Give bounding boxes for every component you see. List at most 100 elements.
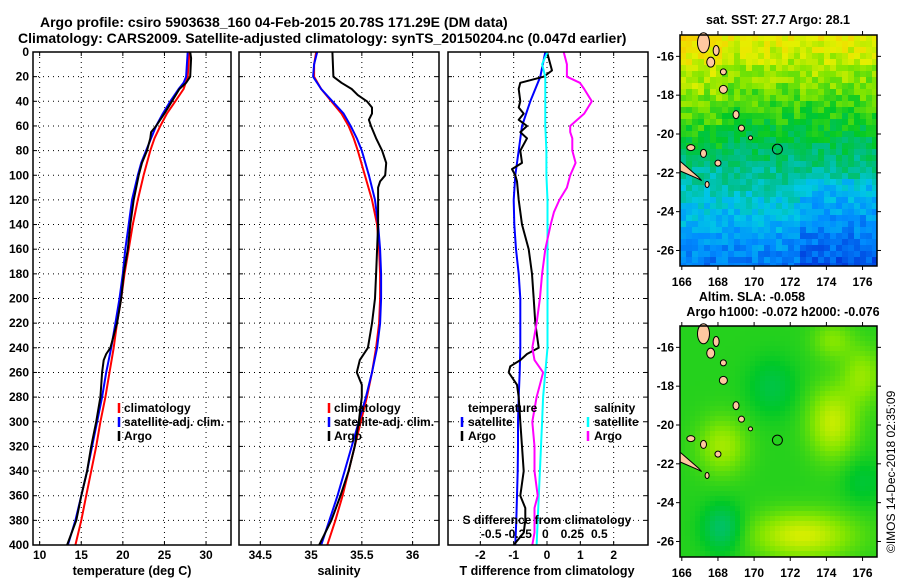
map-cell bbox=[722, 143, 728, 149]
map-cell bbox=[840, 481, 845, 486]
map-cell bbox=[695, 441, 700, 446]
map-cell bbox=[870, 456, 875, 461]
map-cell bbox=[820, 436, 825, 441]
map-cell bbox=[785, 446, 790, 451]
map-cell bbox=[700, 536, 705, 541]
map-cell bbox=[788, 107, 794, 113]
map-cell bbox=[780, 536, 785, 541]
map-cell bbox=[842, 167, 848, 173]
map-cell bbox=[860, 466, 865, 471]
map-cell bbox=[788, 89, 794, 95]
y-tick-label: 200 bbox=[9, 292, 29, 306]
map-cell bbox=[820, 326, 825, 331]
map-cell bbox=[785, 491, 790, 496]
legend-label: satellite bbox=[594, 415, 639, 429]
map-cell bbox=[775, 436, 780, 441]
map-cell bbox=[835, 351, 840, 356]
map-cell bbox=[725, 341, 730, 346]
map-cell bbox=[710, 421, 715, 426]
map-cell bbox=[835, 526, 840, 531]
map-cell bbox=[810, 541, 815, 546]
map-cell bbox=[842, 173, 848, 179]
map-cell bbox=[815, 481, 820, 486]
map-cell bbox=[854, 143, 860, 149]
map-cell bbox=[770, 491, 775, 496]
map-cell bbox=[860, 456, 865, 461]
map-cell bbox=[805, 391, 810, 396]
map-cell bbox=[850, 346, 855, 351]
map-cell bbox=[715, 551, 720, 556]
map-cell bbox=[690, 446, 695, 451]
map-cell bbox=[775, 476, 780, 481]
map-cell bbox=[680, 501, 685, 506]
map-cell bbox=[854, 41, 860, 47]
map-cell bbox=[872, 251, 877, 257]
map-cell bbox=[692, 47, 698, 53]
map-cell bbox=[740, 71, 746, 77]
map-cell bbox=[705, 551, 710, 556]
map-cell bbox=[860, 65, 866, 71]
map-cell bbox=[746, 167, 752, 173]
map-cell bbox=[840, 401, 845, 406]
map-cell bbox=[782, 95, 788, 101]
map-cell bbox=[760, 446, 765, 451]
map-cell bbox=[725, 456, 730, 461]
map-cell bbox=[824, 155, 830, 161]
map-cell bbox=[740, 227, 746, 233]
map-cell bbox=[840, 341, 845, 346]
map-cell bbox=[830, 401, 835, 406]
map-cell bbox=[734, 203, 740, 209]
map-cell bbox=[740, 341, 745, 346]
map-cell bbox=[870, 501, 875, 506]
map-cell bbox=[705, 366, 710, 371]
map-cell bbox=[740, 431, 745, 436]
map-cell bbox=[836, 239, 842, 245]
map-cell bbox=[860, 436, 865, 441]
map-cell bbox=[800, 461, 805, 466]
map-cell bbox=[752, 221, 758, 227]
map-cell bbox=[730, 516, 735, 521]
map-cell bbox=[785, 471, 790, 476]
map-cell bbox=[785, 481, 790, 486]
map-cell bbox=[790, 356, 795, 361]
map-cell bbox=[686, 191, 692, 197]
map-cell bbox=[854, 59, 860, 65]
map-cell bbox=[860, 77, 866, 83]
map-cell bbox=[730, 521, 735, 526]
map-cell bbox=[685, 441, 690, 446]
map-cell bbox=[725, 496, 730, 501]
map-cell bbox=[740, 107, 746, 113]
map-cell bbox=[800, 441, 805, 446]
map-cell bbox=[830, 203, 836, 209]
argo-float-marker bbox=[771, 434, 783, 446]
map-cell bbox=[806, 173, 812, 179]
map-cell bbox=[815, 461, 820, 466]
map-cell bbox=[734, 107, 740, 113]
map-cell bbox=[850, 536, 855, 541]
map-cell bbox=[770, 113, 776, 119]
map-cell bbox=[695, 421, 700, 426]
map-cell bbox=[785, 386, 790, 391]
map-cell bbox=[860, 59, 866, 65]
map-cell bbox=[824, 113, 830, 119]
map-cell bbox=[842, 101, 848, 107]
map-cell bbox=[830, 191, 836, 197]
map-cell bbox=[730, 441, 735, 446]
map-cell bbox=[815, 326, 820, 331]
map-cell bbox=[815, 516, 820, 521]
difference-plot: -2 -1 0 1 2temperaturesatelliteArgosalinitys… bbox=[447, 51, 649, 562]
map-cell bbox=[710, 155, 716, 161]
map-cell bbox=[720, 371, 725, 376]
map-cell bbox=[866, 137, 872, 143]
map-cell bbox=[845, 506, 850, 511]
map-x-tick-label: 176 bbox=[853, 566, 873, 580]
map-cell bbox=[686, 221, 692, 227]
map-cell bbox=[840, 396, 845, 401]
map-cell bbox=[750, 506, 755, 511]
map-cell bbox=[760, 466, 765, 471]
map-cell bbox=[820, 361, 825, 366]
map-cell bbox=[800, 137, 806, 143]
map-cell bbox=[686, 215, 692, 221]
map-cell bbox=[866, 185, 872, 191]
map-cell bbox=[686, 65, 692, 71]
